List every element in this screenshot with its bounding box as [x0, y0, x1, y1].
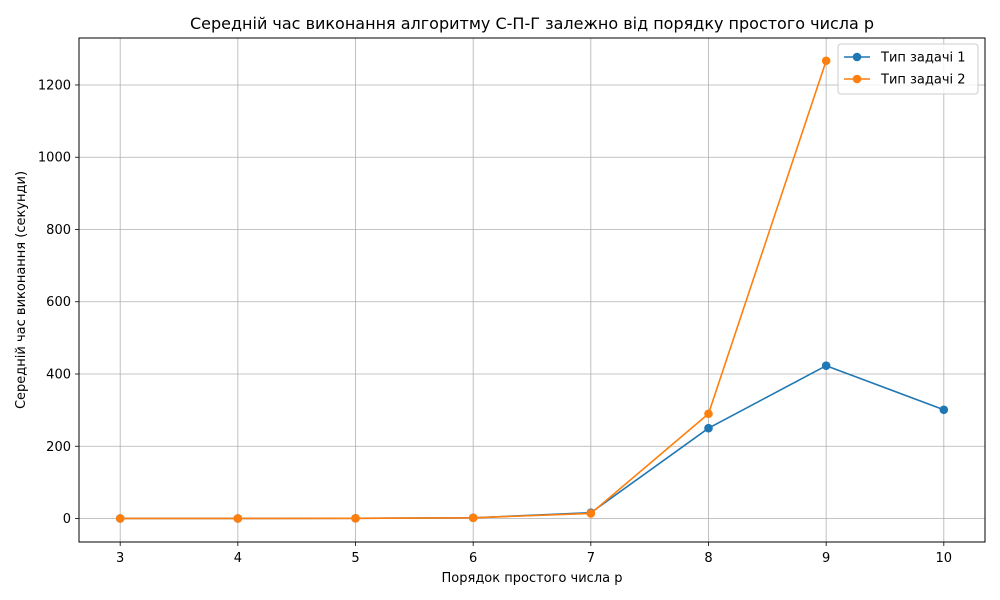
y-tick-label: 1000 [38, 151, 71, 166]
y-tick-label: 0 [63, 512, 71, 527]
legend-label: Тип задачі 2 [880, 73, 966, 88]
data-point [939, 405, 949, 415]
data-point [468, 513, 478, 523]
data-point [704, 409, 713, 419]
legend-marker [852, 74, 862, 84]
data-point [233, 514, 243, 523]
data-point [821, 56, 831, 66]
legend-item: Тип задачі 1 [844, 51, 966, 66]
series-2 [115, 56, 831, 523]
x-axis-label: Порядок простого числа p [442, 571, 623, 586]
chart-title: Середній час виконання алгоритму С-П-Г з… [190, 14, 874, 33]
plot-frame [78, 37, 986, 543]
y-tick-label: 400 [46, 368, 71, 383]
legend-item: Тип задачі 2 [844, 73, 966, 88]
data-point [115, 514, 125, 523]
axis-ticks: 3 4 5 6 7 8 9 10 0 200 400 600 800 1000 1200 [38, 78, 952, 566]
legend-box [837, 43, 979, 95]
legend-label: Тип задачі 1 [880, 51, 966, 66]
y-tick-label: 1200 [38, 78, 71, 93]
data-point [351, 514, 360, 523]
x-tick-label: 3 [116, 551, 124, 566]
data-point [586, 509, 596, 518]
data-point [704, 423, 713, 433]
x-tick-label: 6 [469, 551, 477, 566]
x-tick-label: 10 [936, 551, 953, 566]
x-tick-label: 8 [704, 551, 712, 566]
series-layer [115, 56, 949, 523]
x-tick-label: 9 [822, 551, 830, 566]
legend: Тип задачі 1 Тип задачі 2 [837, 43, 979, 95]
x-tick-label: 7 [587, 551, 595, 566]
x-tick-label: 5 [351, 551, 359, 566]
x-tick-label: 4 [234, 551, 242, 566]
y-axis-label: Середній час виконання (секунди) [14, 171, 29, 409]
y-tick-label: 600 [46, 295, 71, 310]
y-tick-label: 800 [46, 223, 71, 238]
data-point [821, 361, 831, 370]
y-tick-label: 200 [46, 440, 71, 455]
legend-marker [852, 52, 862, 62]
